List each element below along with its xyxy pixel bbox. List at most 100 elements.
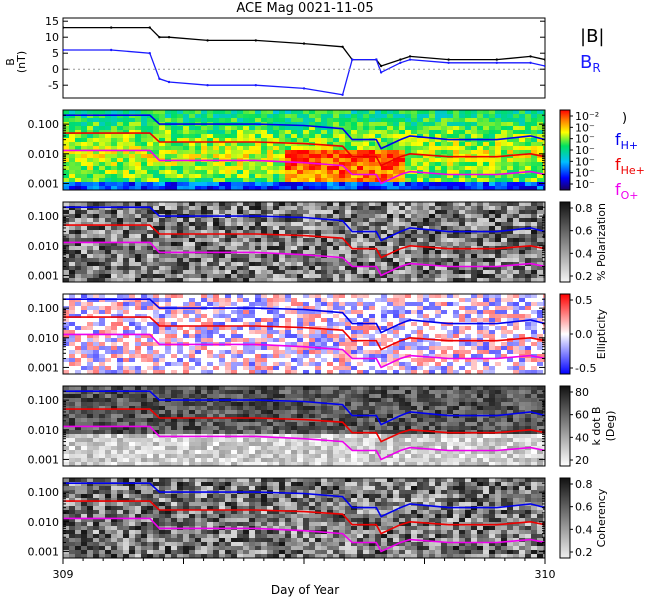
colorbar-label: 10⁻² [575, 110, 599, 123]
data-point [63, 48, 65, 52]
panel-1-ylabel: B [4, 58, 17, 66]
series-line-f-h [63, 206, 545, 242]
spectrogram-power [63, 110, 545, 190]
colorbar-label: 20 [575, 454, 589, 467]
series-line-f-h [63, 114, 545, 150]
data-point [379, 71, 383, 74]
colorbar-label: 0.2 [575, 546, 593, 559]
data-point [543, 64, 545, 68]
ytick-label: 0.010 [28, 424, 60, 437]
x-axis-label: Day of Year [271, 583, 339, 597]
panel-1-yticks: 15 10 5 0 -5 [45, 15, 545, 92]
colorbar-label: 10⁻ [575, 121, 595, 134]
data-point [408, 55, 412, 58]
colorbar-label: 10⁻ [575, 155, 595, 168]
data-point [529, 55, 532, 58]
legend-total-field: |B| [580, 26, 604, 47]
panel-1-frame [62, 17, 546, 99]
legend-entry-base: f [615, 130, 621, 149]
data-point [63, 26, 65, 29]
colorbar-title: Ellipticity [595, 308, 608, 359]
ytick-label: 0.100 [28, 210, 60, 223]
panel-power: 0.100 0.010 0.001 [28, 109, 546, 191]
colorbar-title: ) [622, 111, 627, 126]
ytick-label: 10 [45, 31, 59, 44]
series-line-f-he [63, 316, 545, 351]
data-point [529, 61, 532, 64]
series-line-f-h [63, 482, 545, 518]
colorbar-label: 10⁻ [575, 133, 595, 146]
data-point [341, 93, 344, 97]
data-point [495, 61, 498, 64]
legend-radial-base: B [580, 52, 592, 73]
data-point [148, 26, 151, 29]
colorbar-gradient [559, 385, 571, 467]
data-point [375, 58, 378, 61]
series-line-f-o [63, 241, 545, 277]
ytick-label: 0.001 [28, 453, 60, 466]
x-end-label: 310 [535, 568, 556, 581]
data-point [254, 39, 257, 42]
colorbar-label: 0.0 [575, 328, 593, 341]
data-point [447, 58, 450, 61]
panel-1-traces [63, 26, 545, 97]
colorbar-label: 40 [575, 431, 589, 444]
spectrogram-polarization [63, 202, 545, 282]
legend-entry-base: f [615, 155, 621, 174]
ytick-label: 0.001 [28, 545, 60, 558]
colorbar-subtitle: (Deg) [604, 411, 617, 442]
data-point [495, 58, 498, 61]
series-line-f-o [63, 425, 545, 461]
colorbar-kdotb: 80 60 40 20k dot B (Deg) [559, 385, 617, 467]
data-point [341, 45, 344, 48]
colorbar-title: % Polarization [595, 203, 608, 281]
series-line-f-he [63, 408, 545, 443]
colorbar-label: 60 [575, 409, 589, 422]
series-line-f-h [63, 298, 545, 334]
colorbar-title: Coherency [595, 488, 608, 547]
ytick-label: 0.100 [28, 118, 60, 131]
ytick-label: 5 [52, 47, 59, 60]
panel-polarization: 0.100 0.010 0.001 [28, 201, 546, 283]
colorbar-gradient [559, 293, 571, 375]
ytick-label: 15 [45, 15, 59, 28]
series-line-f-h [63, 390, 545, 426]
data-point [302, 42, 306, 45]
ytick-label: 0.010 [28, 516, 60, 529]
colorbar-label: 10⁻ [575, 167, 595, 180]
series-line-f-o [63, 333, 545, 369]
legend-entry-base: f [615, 180, 621, 199]
data-point [148, 52, 151, 55]
colorbar-label: 0.8 [575, 478, 593, 491]
ytick-label: 0.100 [28, 486, 60, 499]
colorbar-power: 10⁻²10⁻10⁻10⁻10⁻10⁻10⁻) [559, 109, 627, 191]
data-point [351, 58, 354, 61]
legend-entry-sub: He+ [621, 164, 645, 177]
colorbar-ellipticity: 0.5 0.0 -0.5 Ellipticity [559, 293, 608, 375]
data-point [206, 39, 209, 42]
ytick-label: 0.001 [28, 361, 60, 374]
series-line-f-he [63, 132, 545, 167]
panel-magnetic-field: 15 10 5 0 -5 B (nT) [4, 15, 546, 99]
ytick-label: 0.010 [28, 148, 60, 161]
colorbar-label: 10⁻ [575, 178, 595, 191]
spectrogram-coherency [63, 478, 545, 558]
frequency-legend: fH+fHe+fO+ [615, 130, 645, 202]
data-point [254, 84, 257, 87]
colorbar-polarization: 0.8 0.6 0.4 0.2% Polarization [559, 201, 608, 283]
data-point [110, 48, 113, 52]
chart-title: ACE Mag 0021-11-05 [236, 1, 373, 16]
ytick-label: 0 [52, 63, 59, 76]
spectrogram-ellipticity [63, 294, 545, 374]
data-point [158, 36, 161, 39]
data-point [399, 61, 402, 64]
legend-entry-sub: O+ [621, 189, 639, 202]
colorbar-title: k dot B [590, 407, 603, 446]
ytick-label: 0.010 [28, 332, 60, 345]
data-point [206, 84, 209, 87]
x-start-label: 309 [53, 568, 74, 581]
colorbar-label: 0.8 [575, 202, 593, 215]
legend-entry-f-he: fHe+ [615, 155, 645, 177]
colorbar-label: 0.6 [575, 225, 593, 238]
